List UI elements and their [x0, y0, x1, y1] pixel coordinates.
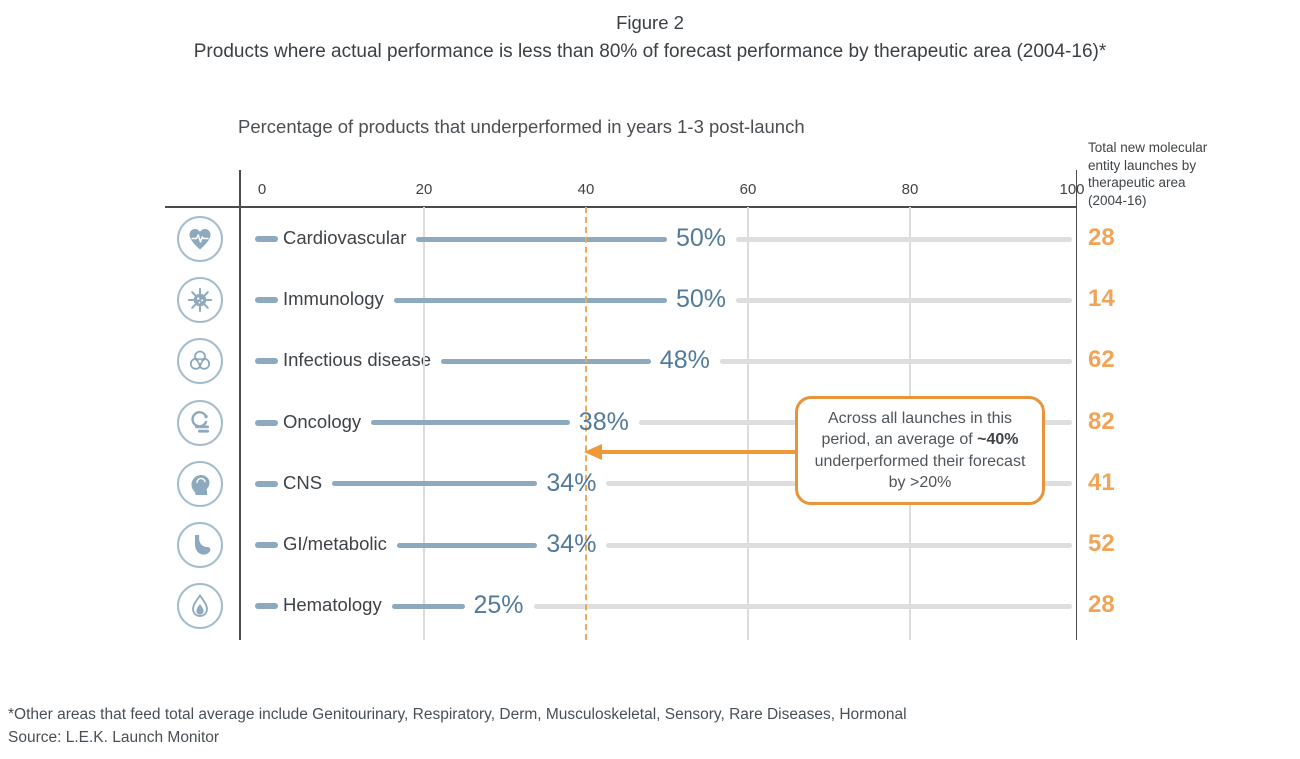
category-label: Oncology: [283, 410, 362, 432]
launch-count: 62: [1088, 346, 1115, 374]
remainder-track: [719, 358, 1072, 364]
remainder-track: [736, 297, 1072, 303]
head-brain-icon: [186, 470, 214, 498]
value-bar: [441, 358, 651, 364]
heart-pulse-icon: [186, 225, 214, 253]
virus-icon-circle: [177, 277, 223, 324]
launch-count: 28: [1088, 224, 1115, 251]
figure-title: Products where actual performance is les…: [193, 41, 1107, 62]
biohazard-icon: [186, 347, 214, 375]
right-boundary-line: [1075, 170, 1077, 640]
row-dash: [255, 419, 278, 426]
blood-drop-icon-circle: [177, 583, 223, 630]
x-tick-40: 40: [577, 181, 595, 198]
figure-label: Figure 2: [616, 12, 684, 33]
average-reference-line: [585, 207, 587, 640]
annotation-text-after: underperformed their forecast by >20%: [814, 452, 1026, 491]
x-tick-20: 20: [415, 181, 433, 198]
value-bar: [394, 297, 667, 303]
value-label: 34%: [546, 468, 597, 497]
remainder-track: [736, 236, 1072, 242]
value-label: 25%: [473, 591, 524, 620]
remainder-track: [533, 603, 1072, 609]
row-dash: [255, 358, 278, 365]
launch-count: 14: [1088, 285, 1115, 313]
chart-title: Percentage of products that underperform…: [238, 116, 805, 137]
value-label: 50%: [676, 224, 727, 252]
stomach-icon: [186, 531, 214, 559]
radiotherapy-icon-circle: [177, 399, 223, 446]
remainder-track: [606, 542, 1072, 548]
category-label: Infectious disease: [283, 349, 432, 371]
value-label: 50%: [676, 285, 727, 314]
value-label: 34%: [546, 530, 597, 558]
source: Source: L.E.K. Launch Monitor: [8, 729, 220, 746]
annotation-text-before: Across all launches in this period, an a…: [821, 410, 1013, 449]
value-bar: [392, 603, 465, 609]
launch-count: 41: [1088, 468, 1115, 496]
row-dash: [255, 297, 278, 304]
value-bar: [416, 236, 667, 242]
head-brain-icon-circle: [177, 460, 223, 507]
x-tick-80: 80: [901, 181, 919, 198]
virus-icon: [186, 286, 214, 314]
annotation-bold-text: ~40%: [977, 431, 1019, 449]
launch-count: 28: [1088, 591, 1115, 619]
value-bar: [371, 420, 570, 426]
biohazard-icon-circle: [177, 338, 223, 385]
value-bar: [332, 481, 538, 487]
category-label: CNS: [283, 471, 323, 493]
row-dash: [255, 480, 278, 487]
x-axis-line: [165, 206, 1077, 208]
radiotherapy-icon: [186, 409, 214, 437]
x-tick-100: 100: [1059, 181, 1085, 198]
value-label: 38%: [578, 407, 629, 436]
left-axis-line: [239, 170, 241, 640]
heart-pulse-icon-circle: [177, 216, 223, 262]
row-dash: [255, 603, 278, 610]
annotation-arrow-line: [600, 450, 796, 454]
value-bar: [397, 542, 538, 548]
x-tick-60: 60: [739, 181, 757, 198]
x-tick-0: 0: [257, 181, 267, 198]
launch-count: 52: [1088, 530, 1115, 557]
value-label: 48%: [659, 346, 710, 375]
launch-count: 82: [1088, 407, 1115, 435]
category-label: GI/metabolic: [283, 533, 387, 554]
row-dash: [255, 542, 278, 548]
stomach-icon-circle: [177, 522, 223, 568]
annotation-callout: Across all launches in this period, an a…: [795, 396, 1045, 506]
category-label: Cardiovascular: [283, 227, 407, 248]
category-label: Hematology: [283, 594, 382, 616]
category-label: Immunology: [283, 288, 384, 310]
counts-column-header: Total new molecular entity launches by t…: [1088, 140, 1208, 208]
blood-drop-icon: [186, 592, 214, 620]
row-dash: [255, 236, 278, 242]
footnote: *Other areas that feed total average inc…: [8, 706, 907, 723]
annotation-arrow-head-icon: [584, 444, 602, 460]
